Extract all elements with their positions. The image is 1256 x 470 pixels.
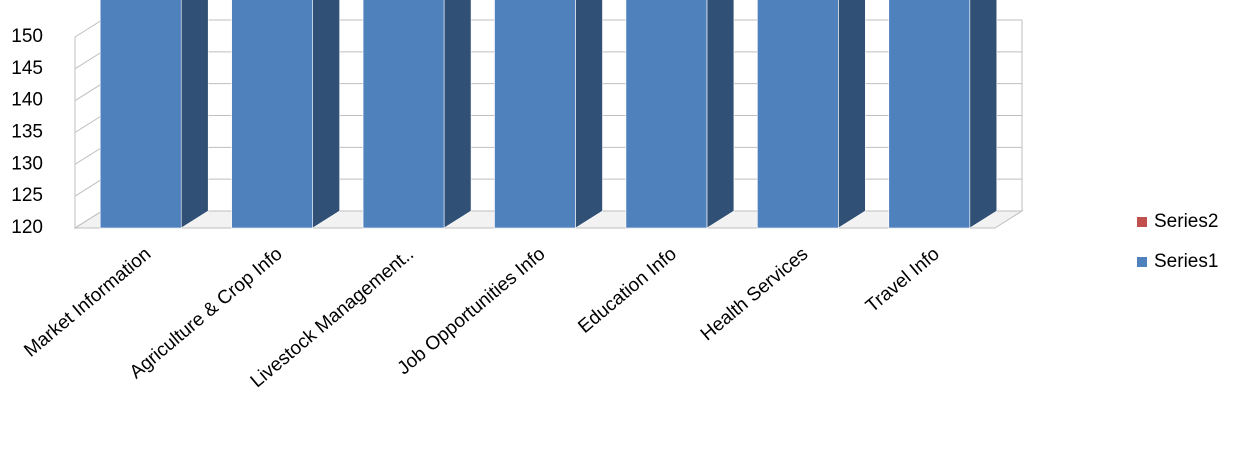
y-tick-label: 145	[11, 58, 43, 79]
bar	[494, 0, 576, 229]
bar-side	[706, 0, 735, 229]
x-tick-label: Job Opportunities Info	[394, 244, 550, 380]
legend-label: Series2	[1154, 211, 1218, 232]
y-tick-label: 140	[11, 90, 43, 111]
x-tick-label: Market Information	[20, 244, 155, 362]
bar	[757, 0, 839, 229]
y-tick-label: 120	[11, 217, 43, 238]
bar	[888, 0, 971, 229]
x-tick-label: Health Services	[697, 244, 812, 346]
bar-side	[838, 0, 866, 229]
x-tick-label: Education Info	[574, 244, 681, 338]
bar	[231, 0, 313, 229]
bar-side	[312, 0, 340, 229]
bar	[99, 0, 182, 229]
bar-side	[969, 0, 998, 229]
bar	[625, 0, 708, 229]
x-tick-label: Travel Info	[862, 244, 944, 317]
bar	[362, 0, 445, 229]
bar-side	[443, 0, 472, 229]
bar-side	[575, 0, 603, 229]
legend-label: Series1	[1154, 251, 1218, 272]
legend-swatch	[1137, 217, 1147, 227]
y-tick-label: 130	[11, 153, 43, 174]
legend-swatch	[1137, 257, 1147, 267]
y-tick-label: 125	[11, 185, 43, 206]
y-tick-label: 150	[11, 26, 43, 47]
bar-side	[180, 0, 209, 229]
y-tick-label: 135	[11, 122, 43, 143]
